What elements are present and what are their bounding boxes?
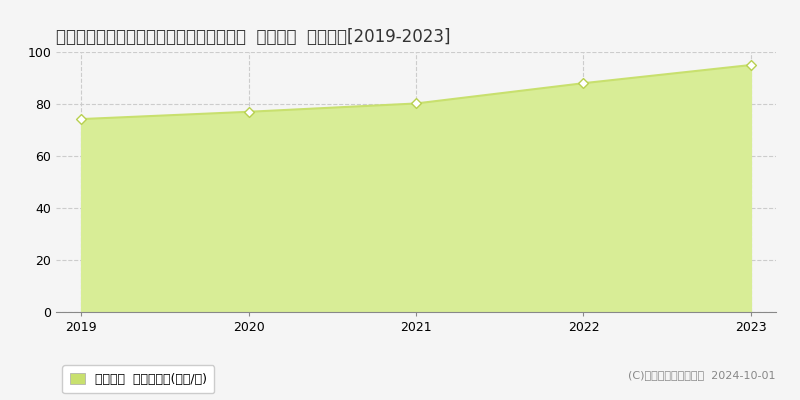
Point (242, 108, 255, 115)
Point (745, 62, 758, 68)
Text: (C)土地価格ドットコム  2024-10-01: (C)土地価格ドットコム 2024-10-01 (629, 370, 776, 380)
Point (410, 100, 422, 107)
Point (577, 80, 590, 86)
Point (74, 116, 87, 122)
Legend: 基準地価  平均坪単価(万円/坪): 基準地価 平均坪単価(万円/坪) (62, 365, 214, 393)
Text: 茨城県つくば市研究学園５丁目１２番４外  基準地価  地価推移[2019-2023]: 茨城県つくば市研究学園５丁目１２番４外 基準地価 地価推移[2019-2023] (56, 28, 450, 46)
